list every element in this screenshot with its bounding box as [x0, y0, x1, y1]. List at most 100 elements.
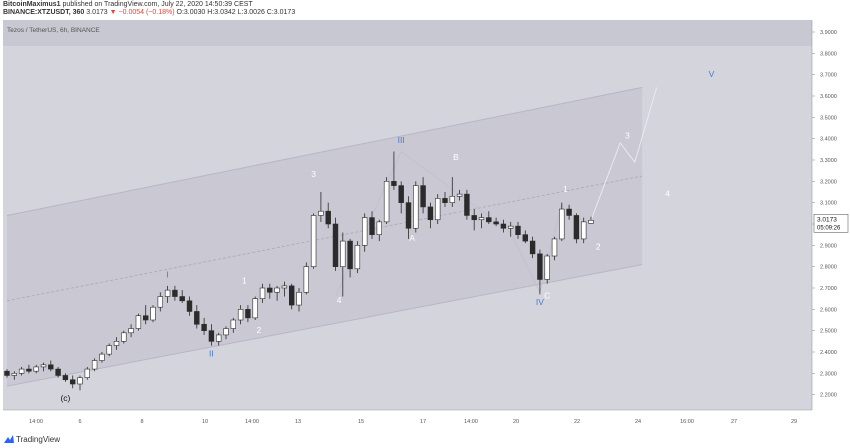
tradingview-brand: TradingView: [16, 435, 61, 444]
time-tick-label: 10: [202, 419, 208, 425]
candle-body: [456, 193, 463, 197]
candle-body: [434, 198, 441, 221]
candle: [252, 296, 258, 320]
price-tick-label: 3.9000: [820, 30, 837, 36]
footer: TradingView: [0, 430, 850, 448]
candle-body: [26, 368, 32, 372]
candle-body: [529, 240, 536, 255]
time-tick-label: 13: [295, 419, 301, 425]
channel-fill: [7, 87, 643, 387]
candle-body: [478, 217, 485, 221]
time-tick-label: 16:00: [680, 419, 694, 425]
candle-body: [179, 296, 185, 302]
price-axis[interactable]: 3.9000 3.8000 3.7000 3.6000 3.5000 3.4000 3.30…: [811, 20, 850, 420]
candle: [113, 337, 120, 350]
candle: [383, 177, 390, 224]
candle-body: [354, 245, 361, 270]
candle-body: [223, 328, 229, 336]
candle: [84, 366, 91, 380]
candle-body: [310, 215, 317, 267]
candle: [40, 362, 47, 372]
wave-label: 2: [256, 325, 261, 335]
candle-body: [201, 323, 207, 331]
candle-body: [318, 210, 324, 216]
candle: [237, 305, 244, 325]
channel-mid-line: [6, 175, 643, 302]
candle: [391, 151, 397, 190]
candle-body: [77, 377, 83, 385]
candle: [150, 305, 156, 323]
wave-label: A: [409, 233, 415, 243]
candle-body: [383, 181, 390, 223]
candle-body: [303, 266, 309, 293]
time-tick-label: 15: [358, 419, 364, 425]
candle-body: [274, 287, 280, 293]
candle-body: [420, 185, 426, 208]
candle-body: [493, 221, 499, 225]
candle-body: [194, 311, 200, 325]
last-price: 3.0173: [86, 9, 108, 16]
author-name[interactable]: BitcoinMaximus1: [3, 1, 61, 8]
candle-body: [55, 368, 61, 376]
candle: [464, 189, 470, 220]
candle-body: [135, 315, 142, 329]
price-tick-label: 3.8000: [820, 51, 837, 57]
wave-label: V: [709, 69, 715, 79]
candle-body: [588, 220, 594, 224]
candle-body: [84, 368, 91, 378]
candle: [157, 292, 163, 312]
time-tick-label: 6: [78, 419, 81, 425]
price-tick-label: 3.2000: [820, 179, 837, 185]
candle-body: [121, 332, 127, 342]
time-tick-label: 8: [140, 419, 143, 425]
candle-body: [398, 185, 404, 203]
wave-label: 3: [625, 131, 630, 141]
candle: [143, 305, 149, 325]
ohlc-values: O:3.0030 H:3.0342 L:3.0026 C:3.0173: [176, 9, 296, 16]
candle: [164, 285, 171, 303]
price-tick-label: 3.3000: [820, 158, 837, 164]
time-tick-label: 27: [731, 419, 737, 425]
candle: [223, 326, 229, 340]
candle: [303, 262, 309, 295]
candle: [471, 209, 477, 231]
candle: [318, 192, 324, 222]
published-text: published on TradingView.com, July 22, 2…: [62, 1, 253, 8]
time-tick-label: 14:00: [245, 419, 259, 425]
time-axis[interactable]: 14:00 6 8 10 14:00 13 15 17 14:00 20 22 24 16:00 27 29: [0, 409, 850, 430]
price-tick-label: 2.8000: [820, 265, 837, 271]
wave-label: 4: [665, 188, 670, 198]
symbol-label: BINANCE:XTZUSDT, 360: [3, 9, 85, 16]
wave-label: 2: [596, 242, 601, 252]
candle: [121, 330, 127, 344]
candle: [179, 290, 185, 303]
price-tick-label: 3.4000: [820, 137, 837, 143]
candle-body: [361, 217, 368, 246]
time-tick-label: 20: [513, 419, 519, 425]
last-price-label: 3.0173: [817, 216, 837, 223]
candle-body: [99, 353, 105, 361]
candle-body: [288, 285, 295, 306]
candle: [580, 217, 587, 244]
candle-body: [449, 195, 455, 203]
candle-body: [332, 223, 339, 267]
price-tick-label: 2.7000: [820, 286, 837, 292]
candle: [91, 358, 98, 372]
candle: [216, 332, 222, 346]
countdown-label: 05:09:26: [817, 225, 841, 231]
candle-body: [281, 285, 288, 289]
candle: [281, 281, 288, 297]
candle-body: [391, 181, 397, 186]
wave-label: (c): [60, 393, 70, 403]
candle: [347, 238, 353, 278]
candle-body: [325, 210, 331, 225]
candle: [296, 288, 302, 312]
candle: [405, 196, 412, 239]
price-change: −0.0054 (−0.18%): [118, 9, 175, 16]
candle-body: [186, 300, 193, 312]
projection-path: [590, 87, 658, 221]
candle-body: [413, 185, 419, 229]
candle-body: [573, 215, 580, 240]
candle-body: [40, 364, 47, 368]
